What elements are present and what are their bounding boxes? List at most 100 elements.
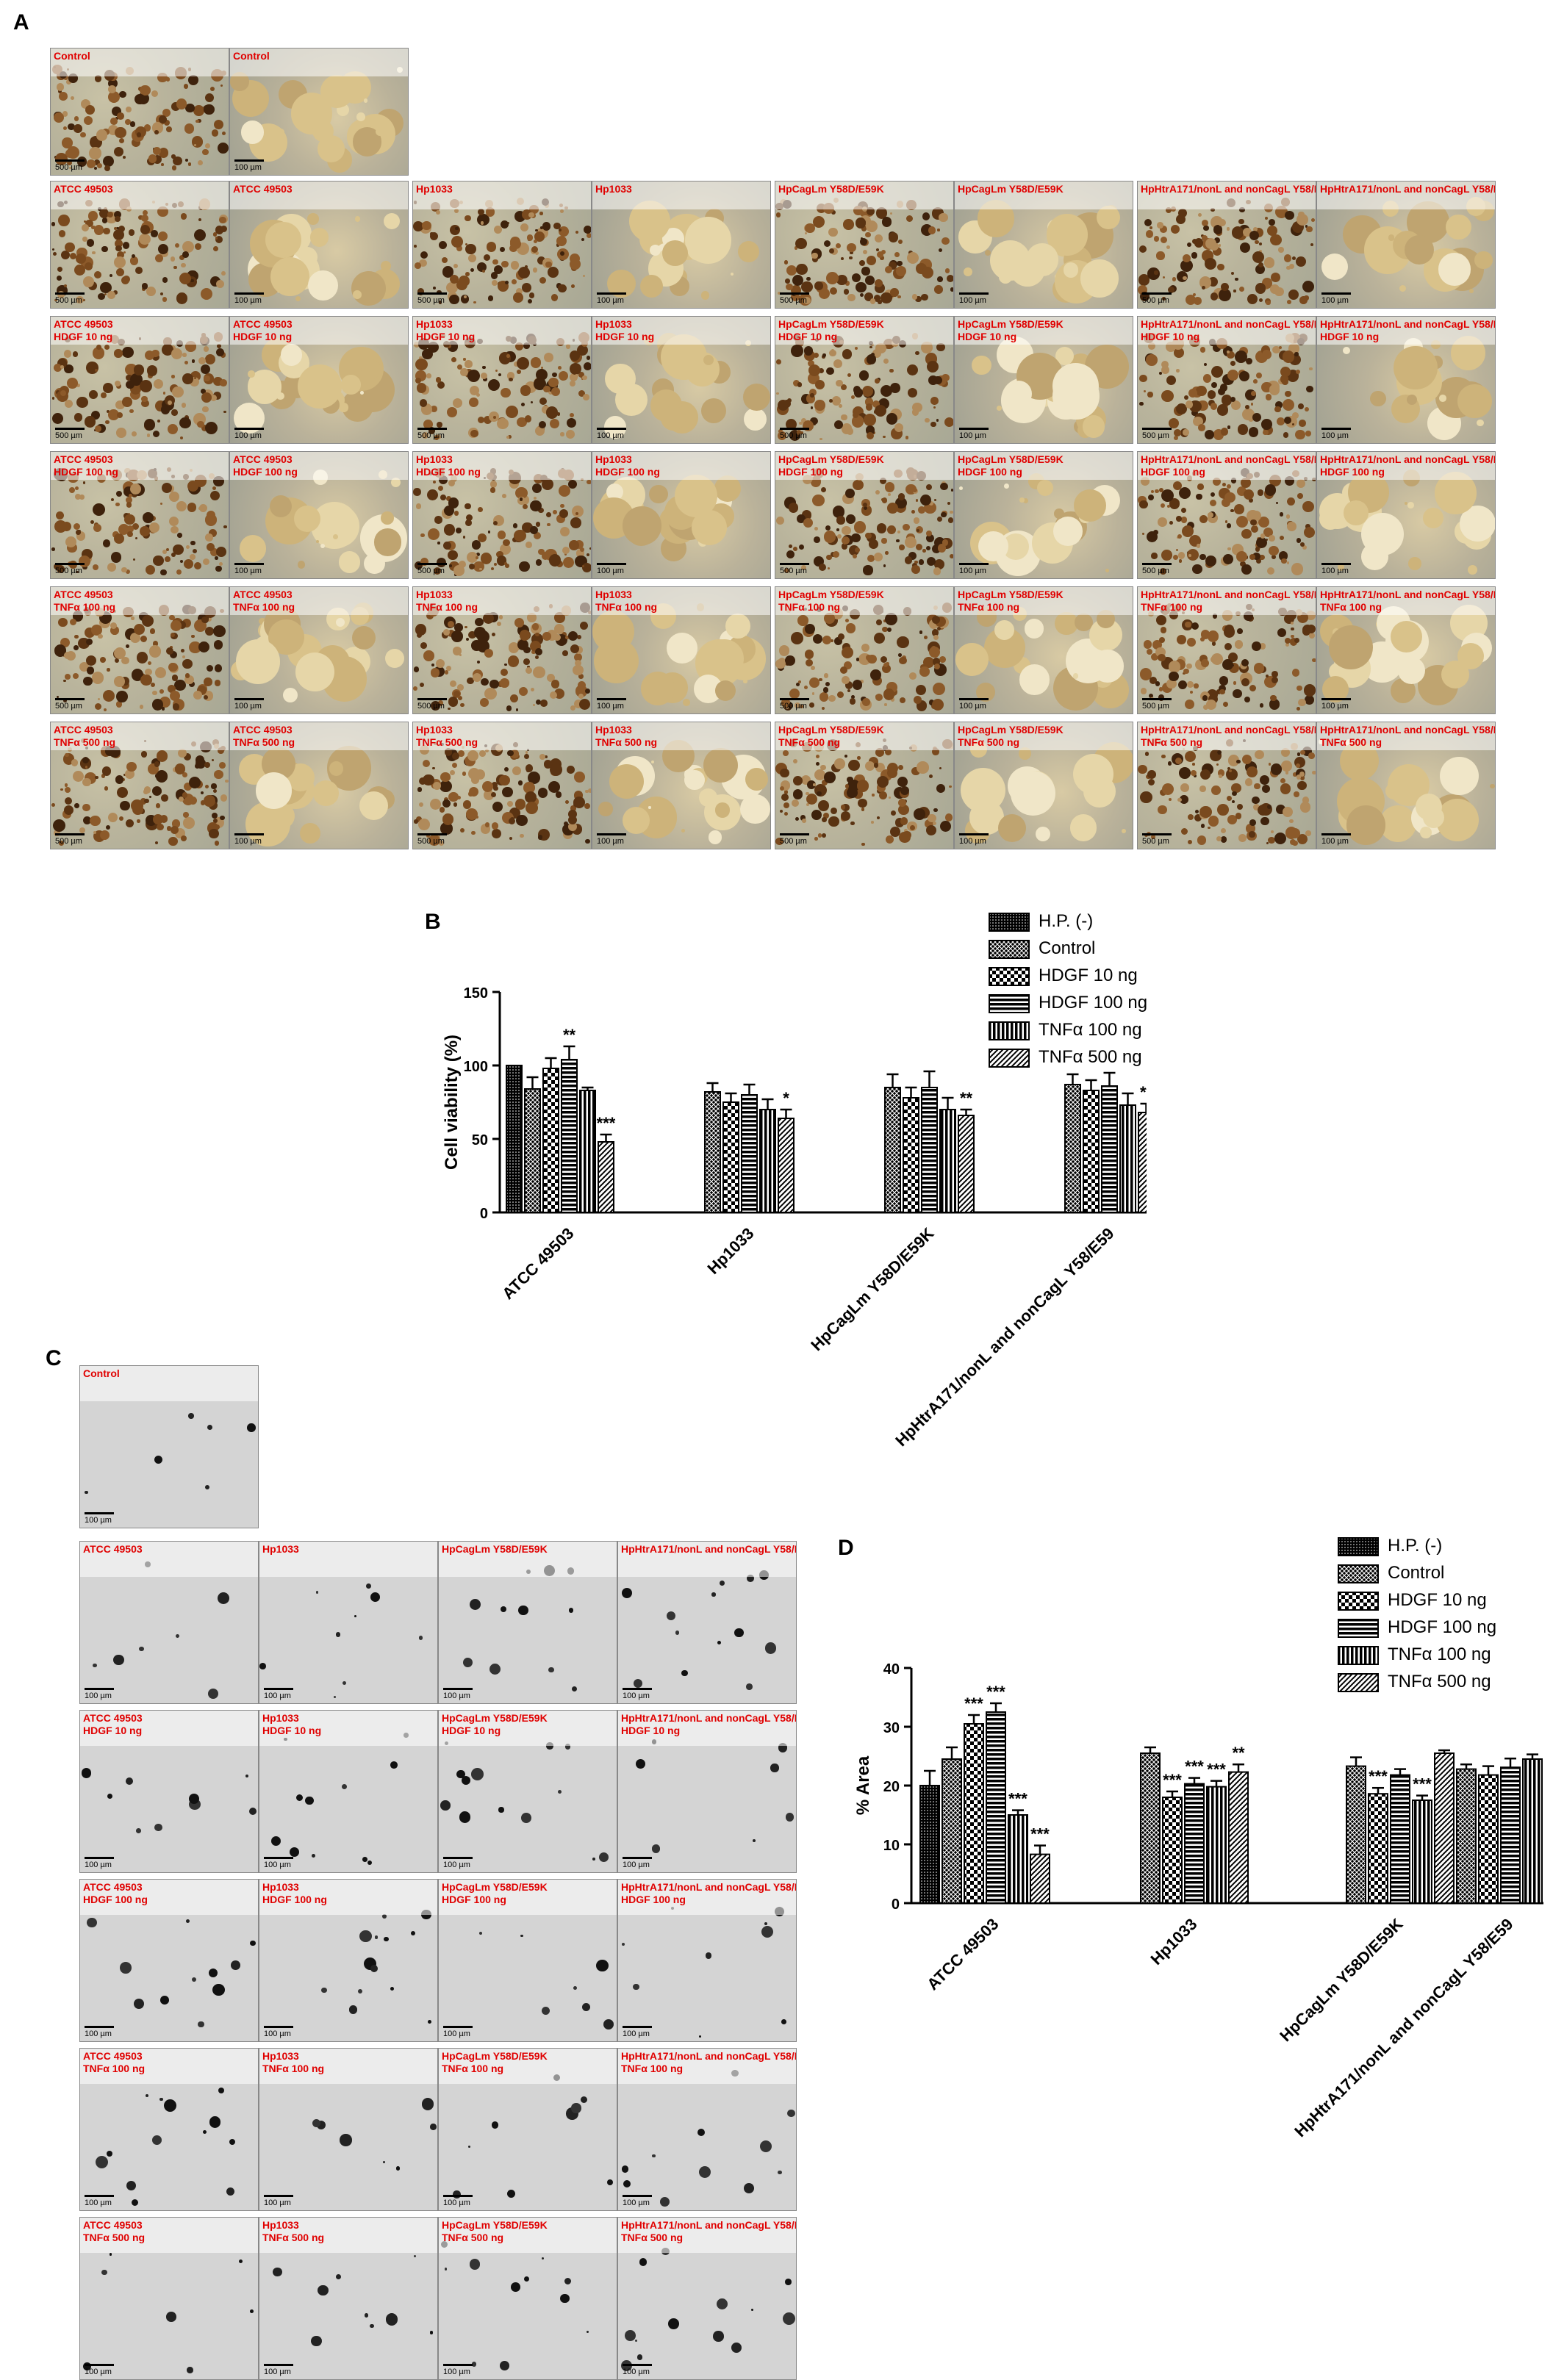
cell-blob bbox=[1260, 774, 1269, 785]
panel-label-c: C bbox=[46, 1346, 62, 1370]
cell-blob bbox=[359, 391, 364, 395]
tile-label: HpHtrA171/nonL and nonCagL Y58/E59 TNFα 5… bbox=[621, 2219, 796, 2244]
cell-blob bbox=[1138, 274, 1150, 287]
cell-blob bbox=[491, 567, 495, 570]
cell-blob bbox=[454, 208, 459, 213]
cell-blob bbox=[824, 771, 836, 783]
micrograph-tile: HpHtrA171/nonL and nonCagL Y58/E59 HDGF 1… bbox=[1137, 451, 1316, 579]
y-tick-label: 100 bbox=[464, 1059, 488, 1075]
cell-blob bbox=[248, 370, 255, 378]
cell-blob bbox=[79, 495, 85, 500]
cell-blob bbox=[164, 2099, 177, 2112]
cell-blob bbox=[827, 567, 831, 570]
cell-blob bbox=[1221, 827, 1227, 833]
cell-blob bbox=[370, 1592, 381, 1602]
cell-blob bbox=[56, 275, 62, 281]
cell-blob bbox=[62, 111, 68, 118]
cell-blob bbox=[528, 212, 534, 217]
cell-blob bbox=[1185, 750, 1197, 762]
cell-blob bbox=[869, 298, 876, 304]
micrograph-tile: HpHtrA171/nonL and nonCagL Y58/E59 HDGF 1… bbox=[617, 1710, 797, 1873]
cell-blob bbox=[1286, 300, 1291, 305]
cell-blob bbox=[1211, 382, 1218, 389]
cell-blob bbox=[1252, 796, 1260, 805]
scale-bar: 500 µm bbox=[55, 428, 85, 440]
cell-blob bbox=[469, 786, 479, 797]
cell-blob bbox=[596, 1959, 609, 1971]
cell-blob bbox=[148, 645, 161, 658]
cell-blob bbox=[86, 239, 94, 247]
cell-blob bbox=[477, 416, 484, 424]
tile-label-line: HDGF 10 ng bbox=[1320, 331, 1380, 342]
cell-blob bbox=[880, 292, 892, 304]
cell-blob bbox=[861, 267, 870, 276]
cell-blob bbox=[1176, 635, 1186, 644]
cell-blob bbox=[804, 686, 808, 690]
cell-blob bbox=[1281, 761, 1292, 772]
cell-blob bbox=[1250, 403, 1254, 406]
cell-blob bbox=[897, 531, 900, 534]
cell-blob bbox=[639, 274, 664, 298]
cell-blob bbox=[422, 348, 433, 360]
legend-label: TNFα 500 ng bbox=[1039, 1047, 1142, 1067]
cell-blob bbox=[1158, 517, 1168, 527]
tile-label: Hp1033 HDGF 100 ng bbox=[595, 453, 660, 478]
cell-blob bbox=[937, 544, 947, 553]
cell-blob bbox=[148, 522, 159, 533]
cell-blob bbox=[584, 802, 591, 810]
cell-blob bbox=[785, 1813, 795, 1822]
cell-blob bbox=[1294, 352, 1299, 356]
cell-blob bbox=[527, 298, 532, 304]
micrograph-tile: HpCagLm Y58D/E59K TNFα 500 ng 100 µm bbox=[954, 722, 1133, 849]
cell-blob bbox=[886, 835, 894, 844]
cell-blob bbox=[917, 506, 925, 514]
bar bbox=[939, 1109, 956, 1213]
cell-blob bbox=[500, 668, 509, 676]
cell-blob bbox=[1082, 415, 1105, 438]
cell-blob bbox=[874, 279, 883, 288]
cell-blob bbox=[418, 777, 426, 785]
cell-blob bbox=[1190, 691, 1194, 694]
cell-blob bbox=[121, 397, 132, 407]
cell-blob bbox=[1255, 240, 1259, 244]
cell-blob bbox=[1210, 292, 1218, 301]
cell-blob bbox=[54, 298, 57, 302]
cell-blob bbox=[165, 647, 173, 655]
cell-blob bbox=[183, 817, 195, 829]
tile-label: HpCagLm Y58D/E59K TNFα 500 ng bbox=[442, 2219, 548, 2244]
cell-blob bbox=[826, 367, 834, 375]
cell-blob bbox=[782, 399, 791, 409]
cell-blob bbox=[886, 413, 898, 425]
cell-blob bbox=[805, 232, 808, 235]
tile-label-line: HDGF 10 ng bbox=[416, 331, 476, 342]
cell-blob bbox=[215, 235, 223, 243]
cell-blob bbox=[296, 1794, 304, 1801]
cell-blob bbox=[1259, 703, 1264, 708]
legend-label: TNFα 500 ng bbox=[1388, 1672, 1491, 1691]
micrograph-tile: ATCC 49503 100 µm bbox=[79, 1541, 259, 1704]
scale-bar: 100 µm bbox=[959, 833, 989, 846]
cell-blob bbox=[942, 237, 950, 245]
cell-blob bbox=[1161, 549, 1172, 561]
micrograph-tile: ATCC 49503 TNFα 500 ng 100 µm bbox=[79, 2217, 259, 2380]
cell-blob bbox=[206, 664, 213, 672]
cell-blob bbox=[1204, 257, 1216, 270]
cell-blob bbox=[499, 247, 505, 253]
cell-blob bbox=[73, 673, 79, 680]
cell-blob bbox=[872, 794, 875, 797]
cell-blob bbox=[114, 533, 125, 544]
bar bbox=[542, 1068, 559, 1213]
cell-blob bbox=[485, 207, 495, 217]
cell-blob bbox=[1292, 412, 1299, 420]
cell-blob bbox=[181, 403, 187, 408]
cell-blob bbox=[309, 228, 329, 247]
bar bbox=[524, 1088, 541, 1213]
cell-blob bbox=[819, 564, 827, 572]
cell-blob bbox=[212, 232, 218, 237]
cell-blob bbox=[1255, 264, 1266, 275]
cell-blob bbox=[166, 126, 172, 132]
tile-label-line: Hp1033 bbox=[416, 453, 453, 465]
label-band bbox=[413, 181, 591, 209]
cell-blob bbox=[95, 775, 98, 779]
cell-blob bbox=[870, 820, 874, 824]
